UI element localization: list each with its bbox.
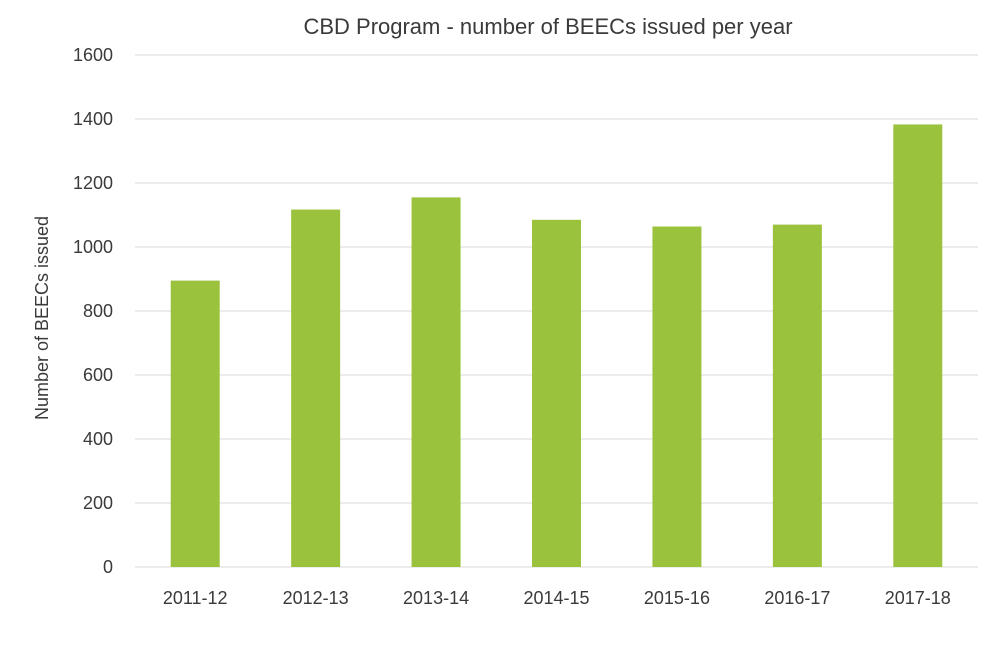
x-tick-label: 2012-13 [283,588,349,608]
y-tick-label: 600 [83,365,113,385]
x-tick-label: 2016-17 [764,588,830,608]
y-tick-label: 400 [83,429,113,449]
x-tick-label: 2014-15 [523,588,589,608]
bar-2015-16 [652,226,702,567]
y-tick-label: 1600 [73,45,113,65]
x-tick-label: 2015-16 [644,588,710,608]
y-tick-label: 1200 [73,173,113,193]
x-tick-label: 2011-12 [163,588,228,608]
x-tick-labels: 2011-12 2012-13 2013-14 2014-15 2015-16 2016-… [163,588,951,608]
bar-2017-18 [893,124,943,567]
y-tick-label: 200 [83,493,113,513]
bar-2014-15 [532,219,581,568]
y-tick-label: 1400 [73,109,113,129]
x-tick-label: 2017-18 [885,588,951,608]
bar-2012-13 [291,209,341,567]
x-tick-label: 2013-14 [403,588,469,608]
bar-2013-14 [411,197,461,567]
bars [170,124,943,568]
bar-2016-17 [772,224,822,567]
chart-title: CBD Program - number of BEECs issued per… [303,14,792,39]
y-tick-label: 1000 [73,237,113,257]
y-tick-label: 0 [103,557,113,577]
y-tick-labels: 0 200 400 600 800 1000 1200 1400 1600 [73,45,113,577]
y-tick-label: 800 [83,301,113,321]
y-axis-label: Number of BEECs issued [32,216,52,420]
bar-2011-12 [170,280,220,567]
